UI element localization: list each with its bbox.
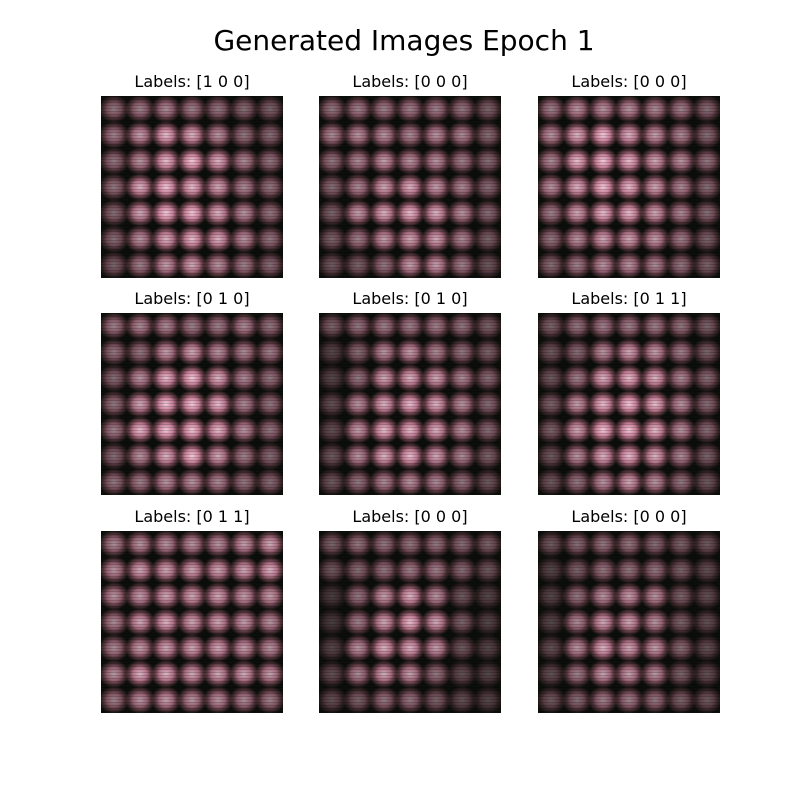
generated-image xyxy=(319,531,501,713)
generated-image xyxy=(101,96,283,278)
panel-label: Labels: [0 0 0] xyxy=(571,507,687,526)
panel-label: Labels: [0 1 0] xyxy=(352,289,468,308)
panel-label: Labels: [0 0 0] xyxy=(571,72,687,91)
panel-label: Labels: [0 1 0] xyxy=(134,289,250,308)
generated-image xyxy=(101,313,283,495)
generated-image xyxy=(538,531,720,713)
generated-image xyxy=(319,96,501,278)
panel-label: Labels: [0 1 1] xyxy=(571,289,687,308)
panel-label: Labels: [0 1 1] xyxy=(134,507,250,526)
generated-image xyxy=(538,313,720,495)
generated-image xyxy=(101,531,283,713)
generated-image xyxy=(538,96,720,278)
figure-title: Generated Images Epoch 1 xyxy=(213,24,595,57)
panel-label: Labels: [1 0 0] xyxy=(134,72,250,91)
generated-image xyxy=(319,313,501,495)
panel-label: Labels: [0 0 0] xyxy=(352,507,468,526)
panel-label: Labels: [0 0 0] xyxy=(352,72,468,91)
